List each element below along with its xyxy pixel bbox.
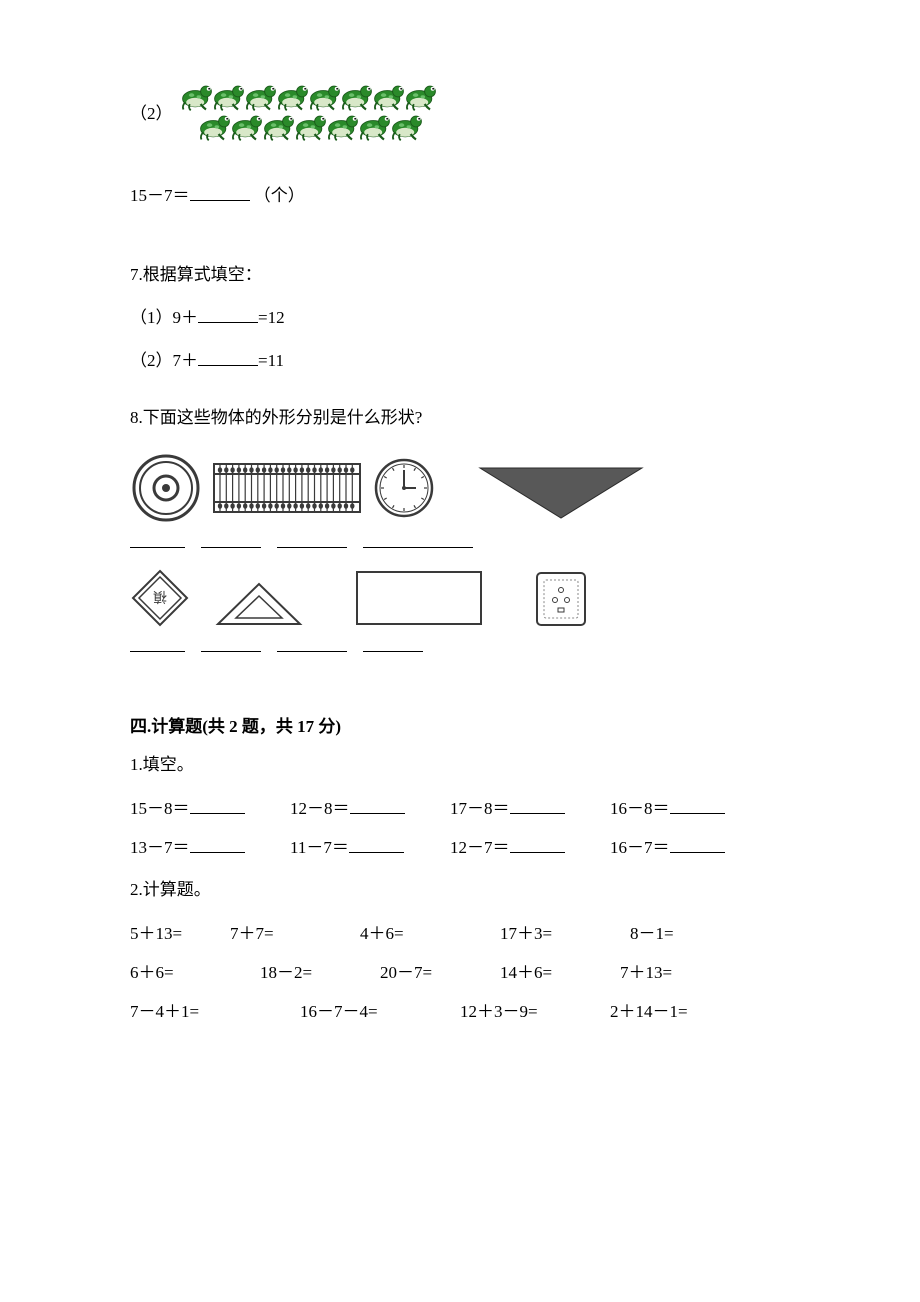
calc-row: 15－8＝12－8＝17－8＝16－8＝	[130, 794, 790, 819]
answer-blank[interactable]	[277, 636, 347, 652]
section-4-heading: 四.计算题(共 2 题，共 17 分)	[130, 712, 790, 737]
answer-blank[interactable]	[350, 798, 405, 814]
svg-text:禛: 禛	[153, 588, 167, 604]
answer-blank[interactable]	[510, 837, 565, 853]
socket-icon	[534, 570, 588, 628]
calc-item: 7＋7=	[230, 919, 360, 944]
rectangle-icon	[354, 568, 484, 628]
calc-item: 16－7＝	[610, 833, 770, 858]
question-7: 7.根据算式填空： （1）9＋=12 （2）7＋=11	[130, 261, 790, 376]
calc-item: 14＋6=	[500, 958, 620, 983]
answer-blank[interactable]	[670, 798, 725, 814]
q2-eq-prefix: 15－7＝	[130, 186, 190, 205]
calc-row: 7－4＋1=16－7－4=12＋3－9=2＋14－1=	[130, 997, 790, 1022]
calc-item: 11－7＝	[290, 833, 450, 858]
answer-blank[interactable]	[670, 837, 725, 853]
abacus-icon	[212, 452, 362, 524]
clock-icon	[372, 452, 436, 524]
calc-item: 18－2=	[260, 958, 380, 983]
shape-disc	[130, 452, 202, 524]
disc-icon	[130, 452, 202, 524]
calc-item: 16－8＝	[610, 794, 770, 819]
answer-blank[interactable]	[510, 798, 565, 814]
q2-equation: 15－7＝ （个）	[130, 182, 790, 211]
calc-item: 12＋3－9=	[460, 997, 610, 1022]
calc-row: 6＋6=18－2=20－7=14＋6=7＋13=	[130, 958, 790, 983]
question-2-block: （2）	[130, 80, 790, 142]
calc-item: 6＋6=	[130, 958, 260, 983]
q7-title: 7.根据算式填空：	[130, 261, 790, 290]
answer-blank[interactable]	[190, 798, 245, 814]
answer-blank[interactable]	[190, 837, 245, 853]
question-8: 8.下面这些物体的外形分别是什么形状?	[130, 404, 790, 653]
calc-item: 15－8＝	[130, 794, 290, 819]
answer-blank[interactable]	[198, 350, 258, 366]
shape-socket	[534, 570, 588, 628]
calc-item: 4＋6=	[360, 919, 500, 944]
calc-row: 5＋13=7＋7=4＋6=17＋3=8－1=	[130, 919, 790, 944]
frog-image	[183, 80, 439, 142]
calc-row: 13－7＝11－7＝12－7＝16－7＝	[130, 833, 790, 858]
q2-label: （2）	[130, 99, 173, 124]
calc-item: 16－7－4=	[300, 997, 460, 1022]
shapes-row-2: 禛	[130, 568, 790, 652]
calc-item: 17＋3=	[500, 919, 630, 944]
s4-q2-title: 2.计算题。	[130, 876, 790, 905]
answer-blank[interactable]	[363, 532, 473, 548]
worksheet-page: （2）	[0, 0, 920, 1302]
calc-item: 13－7＝	[130, 833, 290, 858]
diamond-sign-icon: 禛	[130, 568, 190, 628]
answer-blank[interactable]	[198, 307, 258, 323]
shape-setsquare	[214, 578, 304, 628]
answer-blank[interactable]	[130, 532, 185, 548]
q2-eq-suffix: （个）	[254, 186, 305, 205]
answer-blank[interactable]	[201, 636, 261, 652]
calc-item: 17－8＝	[450, 794, 610, 819]
calc-item: 20－7=	[380, 958, 500, 983]
shape-abacus	[212, 452, 362, 524]
triangle-filled-icon	[476, 464, 646, 524]
shape-triangle-filled	[476, 464, 646, 524]
answer-blank[interactable]	[349, 837, 404, 853]
q7-part: （2）7＋=11	[130, 347, 790, 376]
s4-q1-title: 1.填空。	[130, 751, 790, 780]
calc-item: 12－7＝	[450, 833, 610, 858]
shape-clock	[372, 452, 436, 524]
shape-rectangle	[354, 568, 484, 628]
calc-item: 12－8＝	[290, 794, 450, 819]
q7-part: （1）9＋=12	[130, 304, 790, 333]
calc-item: 5＋13=	[130, 919, 230, 944]
answer-blank[interactable]	[201, 532, 261, 548]
setsquare-icon	[214, 578, 304, 628]
shapes-row-1	[130, 452, 790, 548]
calc-item: 7－4＋1=	[130, 997, 300, 1022]
q8-title: 8.下面这些物体的外形分别是什么形状?	[130, 404, 790, 433]
calc-item: 7＋13=	[620, 958, 720, 983]
answer-blank[interactable]	[277, 532, 347, 548]
answer-blank[interactable]	[190, 185, 250, 201]
calc-item: 8－1=	[630, 919, 730, 944]
answer-blank[interactable]	[130, 636, 185, 652]
calc-item: 2＋14－1=	[610, 997, 730, 1022]
shape-diamond: 禛	[130, 568, 190, 628]
answer-blank[interactable]	[363, 636, 423, 652]
